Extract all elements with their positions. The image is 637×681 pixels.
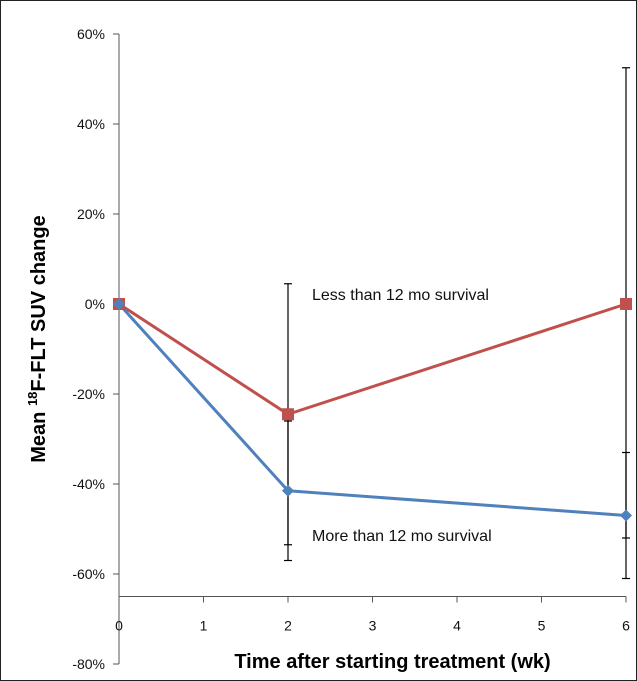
series-line-1 <box>117 302 627 517</box>
y-axis-title: Mean 18F-FLT SUV change <box>25 215 50 462</box>
y-tick-label: -20% <box>72 386 105 402</box>
data-point-series-1 <box>620 509 632 522</box>
annotations: Less than 12 mo survival More than 12 mo … <box>312 287 492 545</box>
y-tick-label: 60% <box>77 26 105 42</box>
data-point-series-1 <box>282 484 294 497</box>
y-tick-label: 20% <box>77 206 105 222</box>
series-annotation: More than 12 mo survival <box>312 528 492 545</box>
y-tick-label: -40% <box>72 476 105 492</box>
series-annotation: Less than 12 mo survival <box>312 287 489 304</box>
x-tick-label: 0 <box>115 618 123 634</box>
series-line-0 <box>118 302 627 416</box>
y-ticks: 60% 40% 20% 0% -20% -40% -60% -80% <box>72 26 119 672</box>
data-point-series-0 <box>282 408 294 421</box>
y-tick-label: 0% <box>85 296 105 312</box>
x-tick-label: 4 <box>453 618 461 634</box>
y-axis-title-prefix: Mean <box>28 406 50 463</box>
axes <box>118 34 626 664</box>
series-markers <box>113 298 632 522</box>
y-axis-title-suffix: F-FLT SUV change <box>28 215 50 391</box>
y-tick-label: -60% <box>72 566 105 582</box>
y-tick-label: -80% <box>72 656 105 672</box>
data-point-series-0 <box>620 298 632 310</box>
series-lines <box>117 302 627 517</box>
x-ticks: 0 1 2 3 4 5 6 <box>115 596 630 634</box>
y-tick-label: 40% <box>77 116 105 132</box>
x-tick-label: 3 <box>369 618 377 634</box>
x-axis-title: Time after starting treatment (wk) <box>234 651 550 673</box>
y-axis-title-superscript: 18 <box>25 392 40 406</box>
data-point-series-1 <box>113 298 125 310</box>
x-tick-label: 6 <box>622 618 630 634</box>
x-tick-label: 2 <box>284 618 292 634</box>
x-tick-label: 5 <box>538 618 546 634</box>
x-tick-label: 1 <box>200 618 208 634</box>
